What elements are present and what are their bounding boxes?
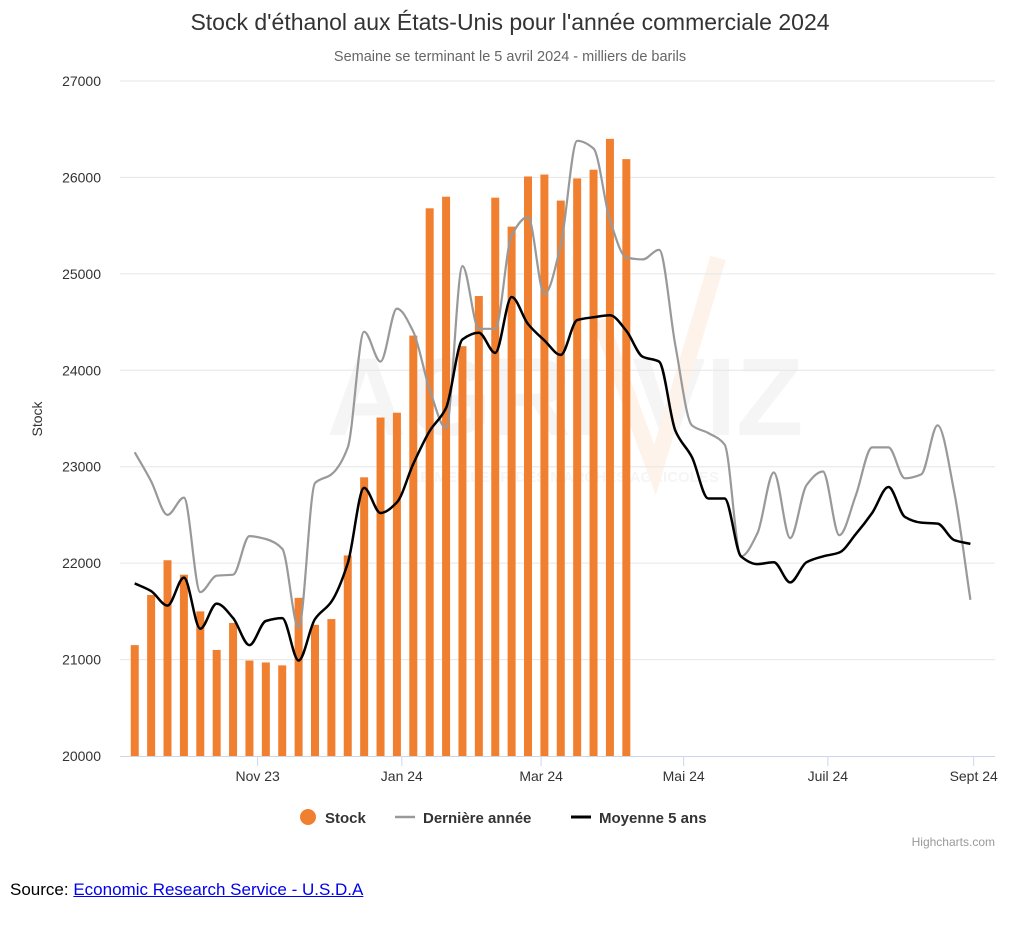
x-tick-label: Nov 23 (235, 768, 280, 784)
stock-bar[interactable] (589, 169, 598, 756)
stock-bar[interactable] (392, 412, 401, 756)
x-tick-label: Sept 24 (950, 768, 998, 784)
stock-bar[interactable] (130, 645, 139, 756)
agriviz-watermark: AGRI VIZ LE MEILLEUR DES MARCHÉS AGRICOL… (327, 255, 804, 496)
stock-bar[interactable] (343, 555, 352, 756)
legend-label: Stock (325, 810, 367, 827)
stock-bar[interactable] (310, 624, 319, 756)
watermark-tagline: LE MEILLEUR DES MARCHÉS AGRICOLES (411, 469, 719, 486)
stock-bar[interactable] (147, 594, 156, 756)
stock-bar[interactable] (425, 208, 434, 757)
watermark-logo: AGRI VIZ (327, 336, 804, 459)
credits[interactable]: Highcharts.com (912, 835, 995, 849)
stock-bar[interactable] (524, 176, 533, 756)
chart-subtitle: Semaine se terminant le 5 avril 2024 - m… (334, 49, 686, 65)
legend-item-moyenne-5-ans[interactable]: Moyenne 5 ans (571, 810, 707, 827)
y-tick-label: 24000 (62, 362, 101, 378)
stock-bar[interactable] (540, 174, 549, 757)
stock-bar[interactable] (245, 660, 254, 756)
x-tick-label: Juil 24 (808, 768, 849, 784)
y-tick-label: 20000 (62, 748, 101, 764)
stock-bar[interactable] (573, 178, 582, 757)
x-axis-labels: Nov 23 Jan 24 Mar 24 Mai 24 Juil 24 Sept 24 (235, 756, 998, 784)
stock-bar[interactable] (507, 226, 516, 756)
source-prefix: Source: (10, 880, 69, 899)
derniere-annee-line[interactable] (133, 139, 972, 629)
x-tick-label: Jan 24 (381, 768, 423, 784)
stock-bar[interactable] (229, 622, 238, 756)
y-tick-label: 23000 (62, 459, 101, 475)
stock-bar[interactable] (409, 335, 418, 756)
legend-item-derniere-annee[interactable]: Dernière année (395, 810, 531, 827)
legend-item-stock[interactable]: Stock (300, 809, 367, 827)
source-link[interactable]: Economic Research Service - U.S.D.A (73, 880, 364, 899)
stock-bar[interactable] (442, 196, 451, 756)
legend-symbol (300, 809, 316, 825)
stock-bar[interactable] (196, 611, 205, 756)
source-line: Source: Economic Research Service - U.S.… (10, 880, 363, 900)
stock-bar[interactable] (163, 560, 172, 756)
y-tick-label: 22000 (62, 555, 101, 571)
stock-bars (130, 138, 631, 757)
stock-bar[interactable] (458, 346, 467, 756)
legend-label: Dernière année (423, 810, 531, 827)
stock-bar[interactable] (294, 597, 303, 756)
stock-bar[interactable] (605, 138, 614, 756)
moyenne-5-ans-line[interactable] (134, 295, 971, 662)
y-tick-label: 26000 (62, 169, 101, 185)
y-tick-label: 27000 (62, 73, 101, 89)
stock-bar[interactable] (327, 619, 336, 756)
stock-bar[interactable] (360, 477, 369, 756)
x-tick-label: Mai 24 (663, 768, 705, 784)
series-lines (133, 139, 972, 662)
y-axis-labels: 20000 21000 22000 23000 24000 25000 26000 27000 (62, 73, 101, 764)
stock-bar[interactable] (212, 649, 221, 756)
stock-bar[interactable] (622, 159, 631, 756)
y-tick-label: 21000 (62, 652, 101, 668)
stock-bar[interactable] (261, 662, 270, 756)
legend: Stock Dernière année Moyenne 5 ans (300, 809, 707, 827)
stock-bar[interactable] (556, 200, 565, 757)
y-axis-title: Stock (29, 400, 45, 436)
chart-title: Stock d'éthanol aux États-Unis pour l'an… (190, 9, 829, 35)
x-tick-label: Mar 24 (519, 768, 563, 784)
stock-bar[interactable] (491, 197, 500, 756)
stock-bar[interactable] (278, 665, 287, 756)
legend-label: Moyenne 5 ans (599, 810, 707, 827)
stock-bar[interactable] (376, 417, 385, 756)
stock-bar[interactable] (179, 574, 188, 756)
y-tick-label: 25000 (62, 266, 101, 282)
stock-bar[interactable] (474, 296, 483, 756)
chart: Stock d'éthanol aux États-Unis pour l'an… (29, 9, 998, 849)
